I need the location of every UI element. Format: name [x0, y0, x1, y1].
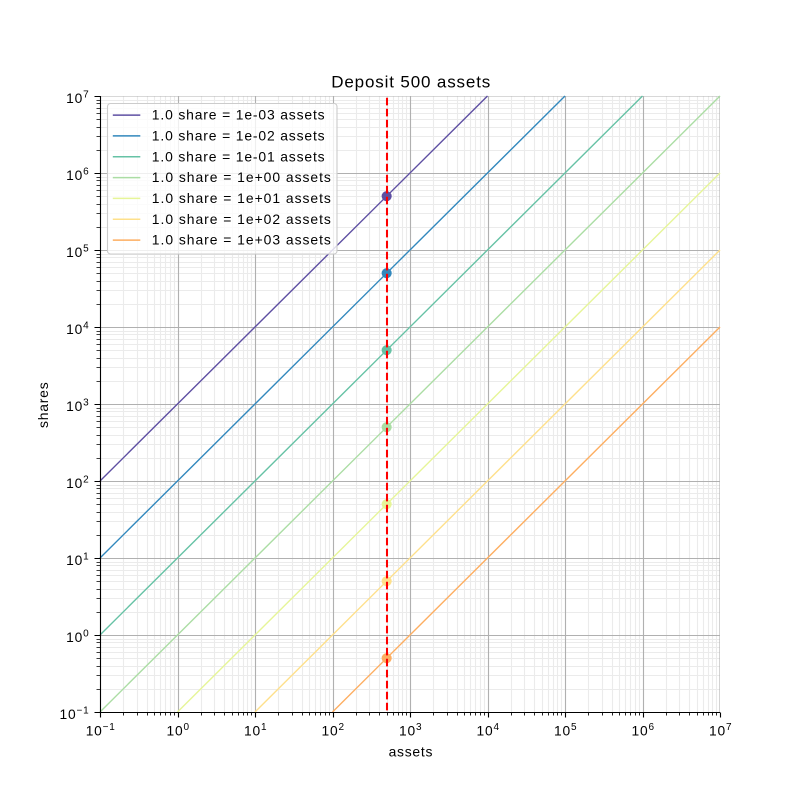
svg-text:106: 106: [632, 722, 655, 739]
svg-text:assets: assets: [389, 744, 434, 760]
svg-text:105: 105: [66, 243, 89, 260]
svg-text:102: 102: [322, 722, 345, 739]
svg-text:103: 103: [399, 722, 422, 739]
svg-text:1.0 share = 1e+02 assets: 1.0 share = 1e+02 assets: [152, 211, 332, 227]
svg-text:104: 104: [66, 320, 89, 337]
svg-text:102: 102: [66, 474, 89, 491]
svg-text:1.0 share = 1e-01 assets: 1.0 share = 1e-01 assets: [152, 148, 326, 164]
svg-text:shares: shares: [35, 382, 51, 429]
svg-text:1.0 share = 1e-02 assets: 1.0 share = 1e-02 assets: [152, 127, 326, 143]
svg-text:106: 106: [66, 166, 89, 183]
svg-text:1.0 share = 1e+03 assets: 1.0 share = 1e+03 assets: [152, 232, 332, 248]
svg-text:101: 101: [66, 551, 89, 568]
svg-text:1.0 share = 1e-03 assets: 1.0 share = 1e-03 assets: [152, 107, 326, 123]
svg-text:104: 104: [477, 722, 500, 739]
svg-text:107: 107: [709, 722, 732, 739]
svg-text:101: 101: [244, 722, 267, 739]
svg-text:1.0 share = 1e+00 assets: 1.0 share = 1e+00 assets: [152, 169, 332, 185]
svg-text:Deposit 500 assets: Deposit 500 assets: [331, 72, 491, 91]
svg-text:103: 103: [66, 397, 89, 414]
svg-text:1.0 share = 1e+01 assets: 1.0 share = 1e+01 assets: [152, 190, 332, 206]
svg-text:105: 105: [554, 722, 577, 739]
svg-text:107: 107: [66, 89, 89, 106]
svg-text:100: 100: [66, 628, 89, 645]
svg-text:100: 100: [167, 722, 190, 739]
